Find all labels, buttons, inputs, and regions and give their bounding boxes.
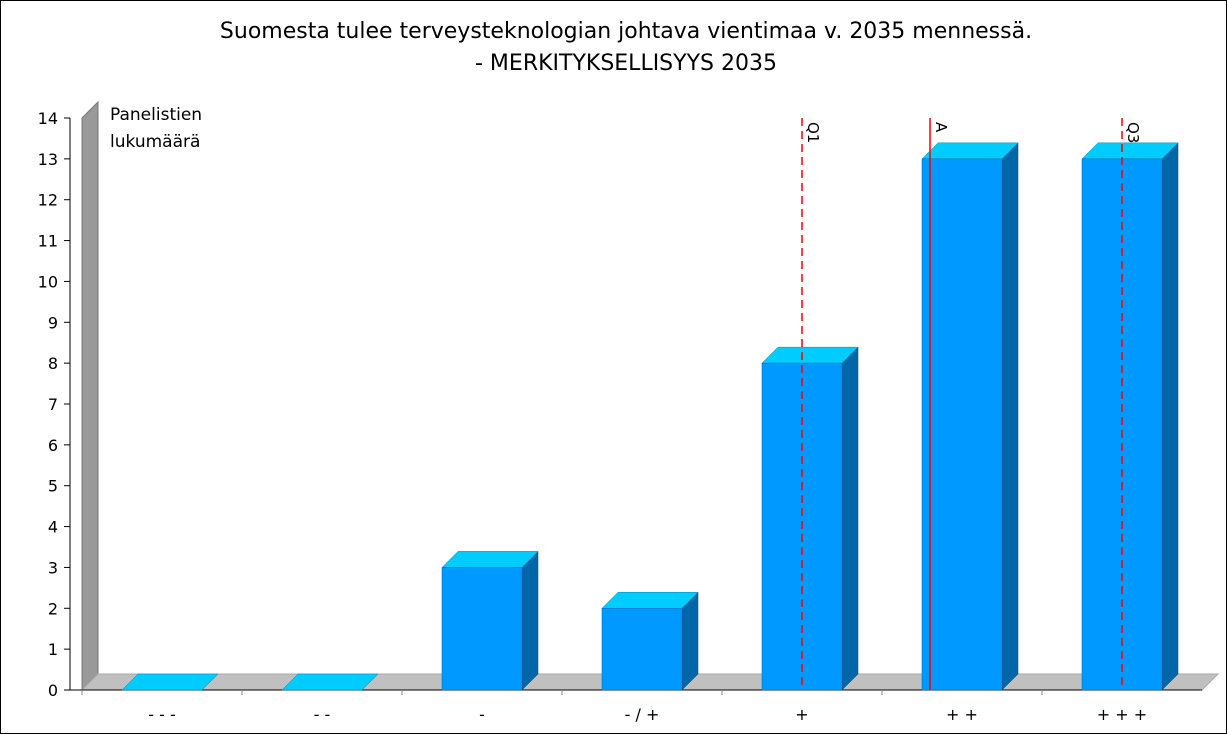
bar-side (681, 591, 699, 691)
y-tick-label: 6 (48, 436, 58, 455)
bar-side (521, 550, 539, 691)
bar (121, 673, 219, 691)
marker-label: A (932, 122, 950, 133)
marker-label: Q1 (804, 122, 822, 143)
bar (761, 346, 859, 691)
x-tick-label: - - - (148, 705, 176, 724)
bar-top (601, 592, 699, 609)
bar-top (281, 673, 379, 691)
bar-side (841, 346, 859, 691)
bar-side (1161, 142, 1179, 691)
y-tick-label: 12 (38, 191, 58, 210)
y-tick-label: 0 (48, 681, 58, 700)
chart-subtitle: - MERKITYKSELLISYYS 2035 (475, 51, 777, 76)
bar-top (1081, 142, 1179, 160)
bar-top (921, 142, 1019, 160)
bar-top (761, 346, 859, 364)
bar (921, 142, 1019, 691)
bar (601, 591, 699, 691)
y-tick-label: 3 (48, 558, 58, 577)
y-tick-label: 10 (38, 272, 58, 291)
y-axis-label: Panelistien (110, 105, 202, 125)
x-tick-label: + (795, 705, 808, 724)
chart-title: Suomesta tulee terveysteknologian johtav… (220, 19, 1032, 44)
y-tick-label: 2 (48, 599, 58, 618)
side-wall (81, 100, 99, 692)
marker-label: Q3 (1124, 122, 1142, 143)
x-tick-label: - / + (625, 705, 660, 724)
y-tick-label: 4 (48, 518, 58, 537)
y-tick-label: 11 (38, 232, 58, 251)
y-tick-label: 13 (38, 150, 58, 169)
y-tick-label: 5 (48, 477, 58, 496)
bar (1081, 142, 1179, 691)
y-axis-label: lukumäärä (110, 132, 200, 152)
y-tick-label: 9 (48, 313, 58, 332)
bar-side (1001, 142, 1019, 691)
y-tick-label: 8 (48, 354, 58, 373)
bar-top (121, 673, 219, 691)
bar (441, 550, 539, 691)
x-tick-label: + + + (1097, 705, 1147, 724)
x-tick-label: - - (314, 705, 331, 724)
bar-top (441, 551, 539, 568)
y-tick-label: 1 (48, 640, 58, 659)
x-tick-label: + + (946, 705, 978, 724)
y-tick-label: 14 (38, 109, 58, 128)
bar-front (441, 567, 523, 691)
bar-front (921, 158, 1003, 691)
bar (281, 673, 379, 691)
bar-front (601, 608, 683, 691)
x-tick-label: - (479, 705, 485, 724)
y-tick-label: 7 (48, 395, 58, 414)
